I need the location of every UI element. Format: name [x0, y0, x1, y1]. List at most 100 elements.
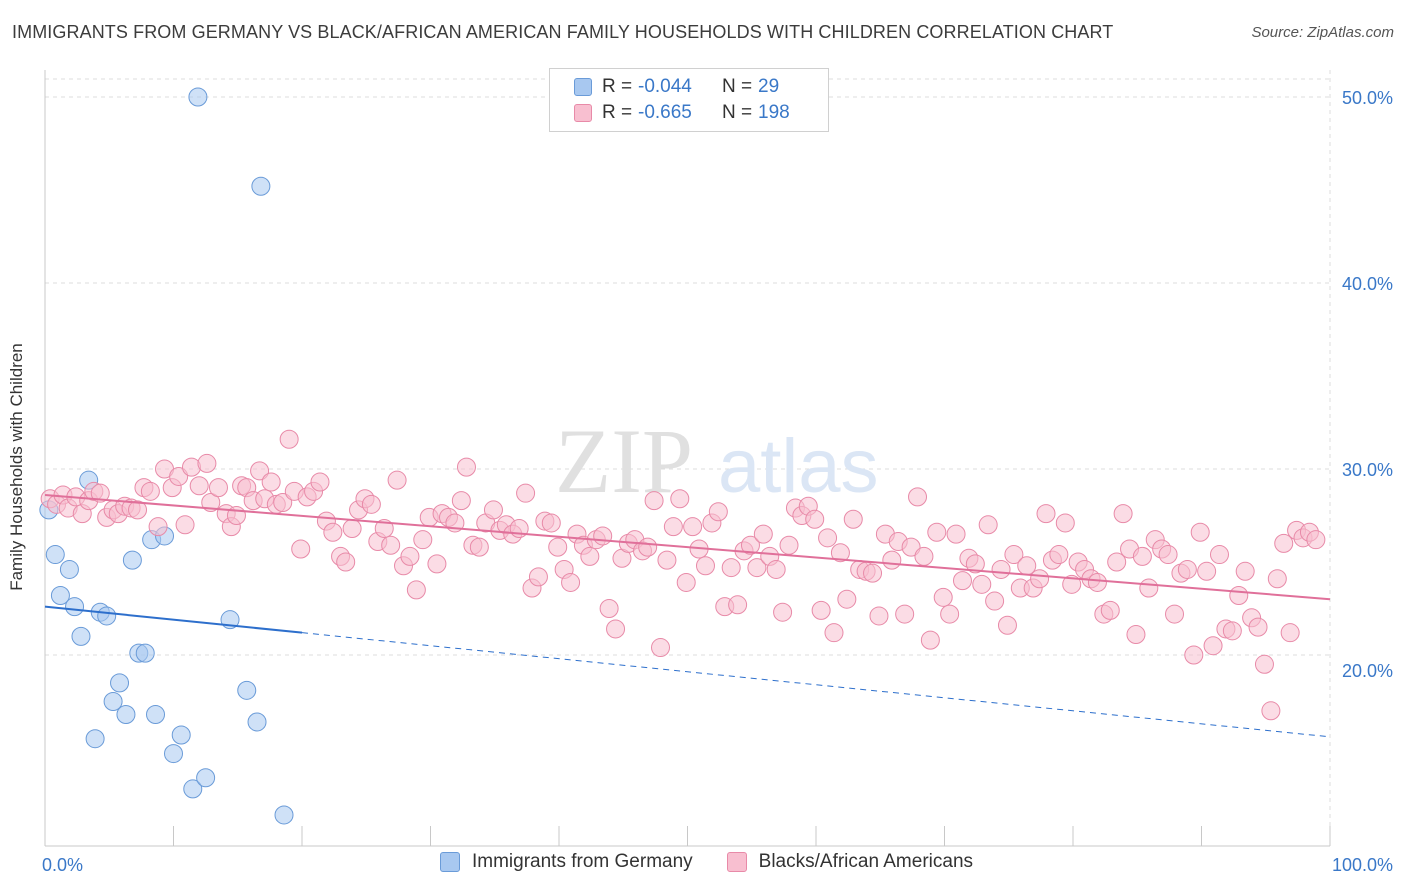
data-point[interactable] — [336, 552, 356, 572]
data-point[interactable] — [374, 519, 394, 539]
data-point[interactable] — [663, 517, 683, 537]
data-point[interactable] — [933, 587, 953, 607]
data-point[interactable] — [189, 476, 209, 496]
data-point[interactable] — [753, 524, 773, 544]
data-point[interactable] — [59, 559, 79, 579]
data-point[interactable] — [1036, 504, 1056, 524]
data-point[interactable] — [65, 597, 85, 617]
data-point[interactable] — [952, 571, 972, 591]
data-point[interactable] — [1248, 617, 1268, 637]
data-point[interactable] — [1087, 572, 1107, 592]
data-point[interactable] — [247, 712, 267, 732]
data-point[interactable] — [721, 558, 741, 578]
data-point[interactable] — [427, 554, 447, 574]
data-point[interactable] — [116, 705, 136, 725]
data-point[interactable] — [683, 517, 703, 537]
data-point[interactable] — [1062, 574, 1082, 594]
data-point[interactable] — [1306, 530, 1326, 550]
data-point[interactable] — [1177, 559, 1197, 579]
data-point[interactable] — [708, 502, 728, 522]
data-point[interactable] — [342, 519, 362, 539]
data-point[interactable] — [1139, 578, 1159, 598]
data-point[interactable] — [45, 545, 65, 565]
data-point[interactable] — [1184, 645, 1204, 665]
data-point[interactable] — [146, 705, 166, 725]
data-point[interactable] — [1030, 569, 1050, 589]
data-point[interactable] — [387, 470, 407, 490]
data-point[interactable] — [135, 643, 155, 663]
data-point[interactable] — [456, 457, 476, 477]
data-point[interactable] — [901, 537, 921, 557]
data-point[interactable] — [237, 680, 257, 700]
data-point[interactable] — [140, 481, 160, 501]
data-point[interactable] — [71, 626, 91, 646]
data-point[interactable] — [1107, 552, 1127, 572]
data-point[interactable] — [740, 535, 760, 555]
data-point[interactable] — [863, 563, 883, 583]
data-point[interactable] — [818, 528, 838, 548]
data-point[interactable] — [843, 509, 863, 529]
data-point[interactable] — [920, 630, 940, 650]
data-point[interactable] — [1203, 636, 1223, 656]
data-point[interactable] — [1229, 585, 1249, 605]
data-point[interactable] — [1209, 545, 1229, 565]
data-point[interactable] — [148, 517, 168, 537]
data-point[interactable] — [1235, 561, 1255, 581]
data-point[interactable] — [169, 466, 189, 486]
data-point[interactable] — [279, 429, 299, 449]
data-point[interactable] — [85, 729, 105, 749]
data-point[interactable] — [1261, 701, 1281, 721]
data-point[interactable] — [1274, 533, 1294, 553]
data-point[interactable] — [110, 673, 130, 693]
data-point[interactable] — [580, 546, 600, 566]
data-point[interactable] — [638, 537, 658, 557]
data-point[interactable] — [882, 550, 902, 570]
data-point[interactable] — [869, 606, 889, 626]
data-point[interactable] — [413, 530, 433, 550]
data-point[interactable] — [1197, 561, 1217, 581]
data-point[interactable] — [747, 558, 767, 578]
data-point[interactable] — [97, 606, 117, 626]
data-point[interactable] — [1165, 604, 1185, 624]
data-point[interactable] — [824, 623, 844, 643]
data-point[interactable] — [805, 509, 825, 529]
data-point[interactable] — [164, 744, 183, 764]
data-point[interactable] — [50, 585, 70, 605]
data-point[interactable] — [171, 725, 191, 745]
data-point[interactable] — [208, 478, 228, 498]
data-point[interactable] — [1222, 621, 1242, 641]
data-point[interactable] — [830, 543, 850, 563]
data-point[interactable] — [766, 559, 786, 579]
data-point[interactable] — [651, 638, 671, 658]
data-point[interactable] — [914, 546, 934, 566]
legend-item-black[interactable]: Blacks/African Americans — [726, 851, 973, 873]
data-point[interactable] — [940, 604, 960, 624]
data-point[interactable] — [548, 537, 568, 557]
data-point[interactable] — [250, 461, 270, 481]
data-point[interactable] — [972, 574, 992, 594]
data-point[interactable] — [201, 492, 221, 512]
data-point[interactable] — [122, 550, 142, 570]
data-point[interactable] — [773, 602, 793, 622]
data-point[interactable] — [196, 768, 216, 788]
data-point[interactable] — [1113, 504, 1133, 524]
data-point[interactable] — [451, 491, 471, 511]
data-point[interactable] — [676, 572, 696, 592]
data-point[interactable] — [728, 595, 748, 615]
data-point[interactable] — [175, 515, 195, 535]
data-point[interactable] — [670, 489, 690, 509]
data-point[interactable] — [985, 591, 1005, 611]
data-point[interactable] — [361, 494, 381, 514]
data-point[interactable] — [90, 483, 110, 503]
data-point[interactable] — [837, 589, 857, 609]
data-point[interactable] — [381, 535, 401, 555]
data-point[interactable] — [1158, 545, 1178, 565]
data-point[interactable] — [997, 615, 1017, 635]
data-point[interactable] — [406, 580, 426, 600]
data-point[interactable] — [273, 492, 293, 512]
data-point[interactable] — [927, 522, 947, 542]
data-point[interactable] — [593, 526, 613, 546]
data-point[interactable] — [946, 524, 966, 544]
data-point[interactable] — [1267, 569, 1287, 589]
data-point[interactable] — [599, 599, 619, 618]
